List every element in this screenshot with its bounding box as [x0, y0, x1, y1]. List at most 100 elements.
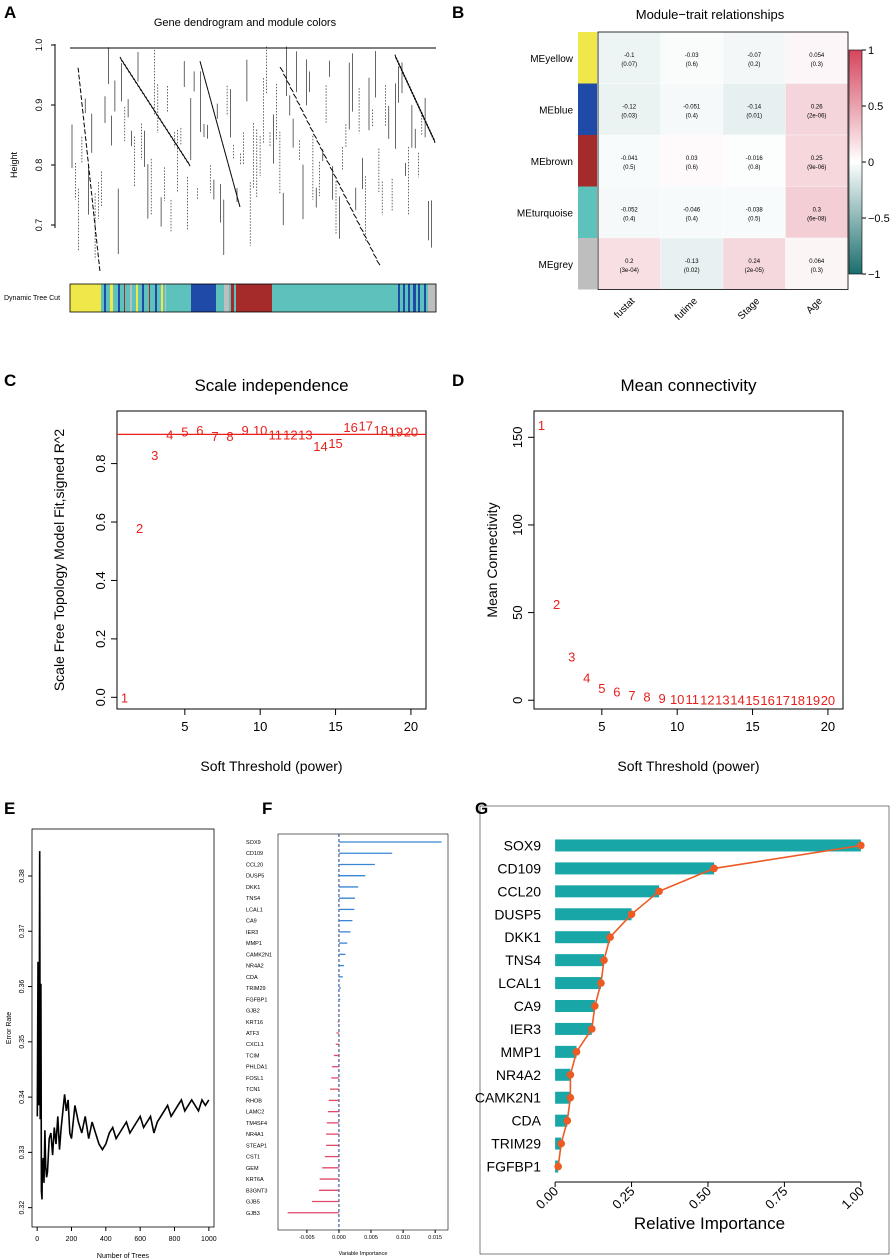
color-bar-stripe [424, 284, 426, 312]
dendrogram-branch [166, 128, 170, 135]
heatmap-cell-pvalue: (0.07) [621, 62, 637, 68]
category-label: CCL20 [246, 862, 263, 868]
dendrogram-branch [224, 153, 228, 159]
data-point-label: 16 [343, 420, 357, 435]
dendrogram-branch [214, 114, 217, 120]
panel-b: B Module−trait relationships MEyellow -0.… [452, 3, 890, 323]
category-label: GJB3 [246, 1211, 260, 1217]
dendrogram-branch [140, 89, 144, 95]
dendrogram-branch [433, 137, 436, 144]
dendrogram-branch [319, 146, 324, 153]
dendrogram-branch [322, 153, 328, 159]
category-label: LAMC2 [246, 1110, 264, 1116]
data-point-label: 15 [328, 436, 342, 451]
category-label: LCAL1 [246, 907, 263, 913]
heatmap-cell [597, 134, 661, 187]
y-tick-label: 0.36 [19, 980, 26, 994]
error-rate-chart: 0 200 400 600 800 1000 0.32 0.33 0.34 0.35 0.36 0.3… [6, 828, 217, 1260]
dendrogram-branch [92, 204, 94, 210]
dendrogram-branch [89, 184, 92, 189]
dendrogram-branch [121, 60, 126, 66]
y-tick-label: 0.33 [19, 1145, 26, 1159]
category-label: CDA [246, 975, 258, 981]
heatmap-cell-pvalue: (0.4) [686, 113, 698, 119]
dendrogram-branch [409, 86, 412, 92]
dendrogram-branch [430, 132, 433, 138]
heatmap-cell [722, 31, 786, 84]
dendrogram-branch [414, 97, 417, 103]
color-bar-stripe [413, 284, 416, 312]
x-tick-label: 0.75 [762, 1184, 791, 1213]
x-tick-label: 1000 [201, 1236, 217, 1243]
heatmap-cell-pvalue: (6e-08) [807, 216, 826, 222]
dendrogram-branch [212, 109, 216, 115]
category-label: LCAL1 [498, 975, 541, 991]
panel-b-title: Module−trait relationships [636, 7, 785, 22]
dendrogram-branch [87, 163, 90, 169]
category-label: CCL20 [497, 883, 541, 899]
heatmap-cell [660, 237, 724, 290]
panel-frame [479, 805, 890, 1255]
dendrogram-branch [366, 240, 371, 246]
y-tick-label: 0.2 [93, 630, 108, 648]
dendrogram-branch [145, 96, 149, 102]
dendrogram-branch [93, 218, 96, 224]
importance-point [591, 1002, 599, 1010]
panel-a-ytick-label: 1.0 [34, 39, 44, 52]
y-axis-label: Error Rate [6, 1012, 13, 1044]
dendrogram-branch [206, 85, 209, 91]
error-rate-line [36, 851, 210, 1200]
dendrogram-branch [398, 63, 401, 69]
category-label: KRT16 [246, 1020, 263, 1026]
importance-bar [555, 931, 611, 944]
color-bar-stripe [418, 284, 420, 312]
color-bar-stripe [130, 284, 132, 312]
importance-point [566, 1093, 575, 1102]
dendrogram-branch [215, 119, 218, 125]
x-tick-label: 0.005 [364, 1235, 378, 1241]
dendrogram-branch [147, 99, 151, 106]
heatmap-cell [722, 83, 786, 136]
dendrogram-branch [346, 200, 351, 206]
heatmap-cell [722, 186, 786, 239]
dendrogram-branch [78, 81, 81, 87]
colorbar-tick-label: 1 [868, 45, 874, 57]
color-bar-stripe [149, 284, 150, 312]
data-point-label: 8 [226, 429, 233, 444]
heatmap-cell-value: -0.052 [621, 207, 639, 213]
category-label: CA9 [246, 919, 257, 925]
dendrogram-branch [88, 170, 91, 176]
dendrogram-branch [429, 129, 432, 135]
dendrogram-branch [80, 95, 83, 101]
heatmap-cell-value: 0.25 [811, 156, 823, 162]
dendrogram-branch [418, 106, 421, 112]
category-label: FGFBP1 [487, 1159, 542, 1175]
category-label: SOX9 [504, 837, 542, 853]
data-point-label: 14 [730, 693, 744, 708]
data-point-label: 18 [791, 693, 805, 708]
data-point-label: 3 [151, 448, 158, 463]
data-point-label: 15 [745, 693, 759, 708]
dendrogram-branch [356, 220, 361, 226]
heatmap-cell [660, 83, 724, 136]
dendrogram-branch [316, 140, 321, 146]
heatmap-cell-pvalue: (0.6) [686, 62, 698, 68]
x-axis-label: Soft Threshold (power) [200, 758, 342, 774]
module-color-bar [69, 283, 437, 313]
x-tick-label: 0.25 [609, 1184, 638, 1213]
category-label: GJB2 [246, 1009, 260, 1015]
x-tick-label: 0.000 [332, 1235, 346, 1241]
color-bar-segment-brown [236, 284, 272, 312]
category-label: DUSP5 [494, 906, 541, 922]
importance-point [710, 864, 718, 873]
data-point-label: 17 [775, 693, 789, 708]
dendrogram-branch [431, 135, 435, 141]
dendrogram-branch [182, 153, 186, 160]
data-point-label: 9 [242, 423, 249, 438]
color-bar-stripe [161, 284, 163, 312]
category-label: NR4A1 [246, 1132, 264, 1138]
heatmap-cell-pvalue: (0.6) [686, 165, 698, 171]
heatmap-cell-value: 0.3 [813, 207, 822, 213]
category-label: TNS4 [505, 952, 541, 968]
